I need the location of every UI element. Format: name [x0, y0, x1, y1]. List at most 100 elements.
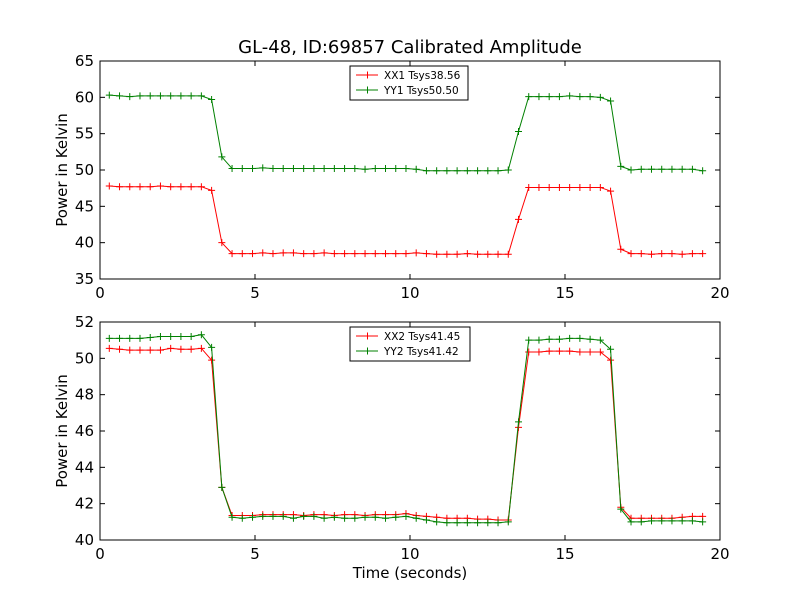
data-point	[627, 250, 635, 258]
data-point	[658, 165, 666, 173]
data-point	[443, 250, 451, 258]
data-point	[555, 183, 563, 191]
data-point	[208, 356, 216, 364]
data-point	[269, 165, 277, 173]
data-point	[105, 182, 113, 190]
data-point	[494, 250, 502, 258]
data-point	[607, 97, 615, 105]
data-point	[382, 514, 390, 522]
data-point	[545, 183, 553, 191]
data-point	[515, 418, 522, 426]
data-point	[555, 93, 563, 101]
data-point	[545, 335, 553, 343]
data-point	[555, 335, 563, 343]
data-point	[586, 335, 594, 343]
data-point	[167, 344, 175, 352]
data-point	[494, 519, 502, 527]
data-point	[249, 250, 257, 258]
y-tick-label: 48	[75, 386, 94, 404]
data-point	[351, 250, 359, 258]
legend-entry-label: YY2 Tsys41.42	[383, 346, 459, 358]
data-point	[525, 183, 533, 191]
data-point	[167, 92, 175, 100]
data-point	[566, 183, 574, 191]
data-point	[484, 167, 492, 175]
y-tick-label: 44	[75, 458, 94, 476]
data-point	[167, 333, 175, 341]
data-point	[269, 250, 277, 258]
data-point	[566, 334, 574, 342]
data-point	[504, 518, 512, 526]
data-point	[678, 165, 686, 173]
data-point	[279, 165, 287, 173]
data-point	[279, 249, 287, 257]
data-point	[627, 518, 635, 526]
data-point	[197, 331, 205, 339]
data-point	[576, 93, 584, 101]
legend-marker	[364, 347, 371, 355]
legend-entry-label: YY1 Tsys50.50	[383, 85, 459, 97]
data-point	[688, 517, 696, 525]
data-point	[433, 167, 441, 175]
data-point	[310, 250, 318, 258]
legend-entry-label: XX2 Tsys41.45	[384, 331, 460, 343]
y-tick-label: 52	[75, 313, 94, 331]
data-point	[156, 346, 164, 354]
data-point	[341, 165, 349, 173]
data-point	[474, 250, 482, 258]
data-point	[320, 165, 328, 173]
data-point	[218, 239, 226, 247]
data-point	[596, 183, 604, 191]
data-point	[607, 345, 615, 353]
data-point	[576, 334, 584, 342]
data-point	[371, 250, 379, 258]
data-point	[208, 186, 216, 194]
data-point	[453, 167, 461, 175]
data-point	[474, 519, 482, 527]
data-point	[105, 334, 113, 342]
data-point	[433, 250, 441, 258]
y-axis-label: Power in Kelvin	[53, 374, 71, 488]
y-tick-label: 55	[75, 125, 94, 143]
data-point	[474, 167, 482, 175]
data-point	[494, 167, 502, 175]
x-tick-label: 15	[555, 545, 574, 563]
data-point	[208, 343, 216, 351]
data-point	[330, 165, 338, 173]
data-point	[617, 245, 625, 253]
data-point	[699, 518, 707, 526]
x-tick-label: 0	[95, 545, 105, 563]
data-point	[392, 165, 400, 173]
data-point	[607, 356, 615, 364]
data-point	[116, 92, 124, 100]
data-point	[484, 519, 492, 527]
data-point	[218, 153, 226, 161]
legend-entry-label: XX1 Tsys38.56	[384, 70, 461, 82]
y-tick-label: 60	[75, 88, 94, 106]
data-point	[515, 215, 522, 223]
data-point	[607, 187, 615, 195]
data-point	[238, 514, 246, 522]
data-point	[228, 165, 236, 173]
data-point	[136, 183, 144, 191]
data-point	[310, 512, 318, 520]
x-tick-label: 20	[710, 545, 729, 563]
data-point	[259, 164, 267, 172]
data-point	[678, 517, 686, 525]
data-point	[443, 519, 451, 527]
data-point	[300, 165, 308, 173]
data-point	[116, 334, 124, 342]
data-point	[167, 183, 175, 191]
data-point	[699, 250, 707, 258]
data-point	[259, 512, 267, 520]
data-point	[382, 165, 390, 173]
data-point	[658, 517, 666, 525]
data-point	[658, 250, 666, 258]
data-point	[596, 336, 604, 344]
data-point	[197, 92, 205, 100]
data-point	[545, 347, 553, 355]
data-point	[453, 250, 461, 258]
data-point	[177, 333, 185, 341]
legend-marker	[364, 71, 371, 79]
data-point	[146, 333, 154, 341]
